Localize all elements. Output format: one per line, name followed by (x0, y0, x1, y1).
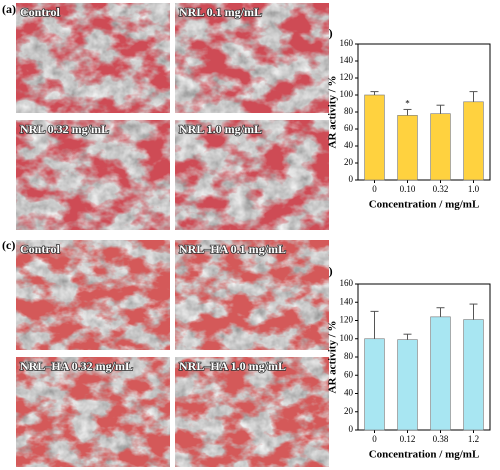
y-tick-label: 0 (349, 424, 354, 434)
y-axis-label: AR activity / % (327, 75, 339, 148)
x-tick-label: 0.38 (433, 434, 449, 444)
bar (364, 338, 385, 431)
y-tick-label: 80 (344, 351, 354, 361)
bar (430, 113, 451, 181)
y-tick-label: 160 (340, 38, 354, 48)
x-axis-label: Concentration / mg/mL (369, 449, 480, 461)
micrograph-label: Control (20, 5, 60, 19)
y-tick-label: 60 (344, 123, 354, 133)
stain (16, 240, 170, 350)
x-tick-label: 0.32 (433, 184, 449, 194)
x-tick-label: 1.0 (468, 184, 480, 194)
y-tick-label: 160 (340, 278, 354, 288)
y-tick-label: 60 (344, 369, 354, 379)
x-tick-label: 1.2 (468, 434, 479, 444)
stain (16, 357, 170, 467)
micrograph-label: NRL 0.1 mg/mL (179, 5, 262, 19)
stain (16, 120, 170, 230)
x-tick-label: 0 (372, 184, 377, 194)
micrograph-label: NRL–HA 1.0 mg/mL (179, 359, 286, 373)
y-tick-label: 120 (340, 315, 354, 325)
y-tick-label: 100 (340, 89, 354, 99)
bar (364, 94, 385, 181)
micrograph-label: NRL 1.0 mg/mL (179, 122, 262, 136)
micrograph-label: Control (20, 242, 60, 256)
y-tick-label: 20 (344, 157, 354, 167)
panel-label: (a) (2, 2, 16, 16)
panel-label: (c) (2, 238, 15, 252)
y-tick-label: 0 (349, 174, 354, 184)
annotation: * (405, 99, 410, 109)
micrograph-label: NRL–HA 0.1 mg/mL (179, 242, 286, 256)
bar (397, 339, 418, 431)
x-axis-label: Concentration / mg/mL (369, 199, 480, 211)
y-tick-label: 100 (340, 333, 354, 343)
stain (175, 120, 329, 230)
bar (463, 101, 484, 181)
y-tick-label: 20 (344, 406, 354, 416)
bar (430, 316, 451, 431)
y-tick-label: 140 (340, 55, 354, 65)
stain (175, 240, 329, 350)
stain (16, 3, 170, 113)
y-tick-label: 120 (340, 72, 354, 82)
y-axis-label: AR activity / % (327, 320, 339, 393)
y-tick-label: 40 (344, 140, 354, 150)
y-tick-label: 140 (340, 296, 354, 306)
bar (463, 319, 484, 431)
x-tick-label: 0.12 (400, 434, 416, 444)
y-tick-label: 80 (344, 106, 354, 116)
y-tick-label: 40 (344, 388, 354, 398)
x-tick-label: 0 (372, 434, 377, 444)
x-tick-label: 0.10 (400, 184, 416, 194)
micrograph-label: NRL–HA 0.32 mg/mL (20, 359, 133, 373)
bar (397, 115, 418, 181)
stain (175, 357, 329, 467)
micrograph-label: NRL 0.32 mg/mL (20, 122, 109, 136)
stain (175, 3, 329, 113)
